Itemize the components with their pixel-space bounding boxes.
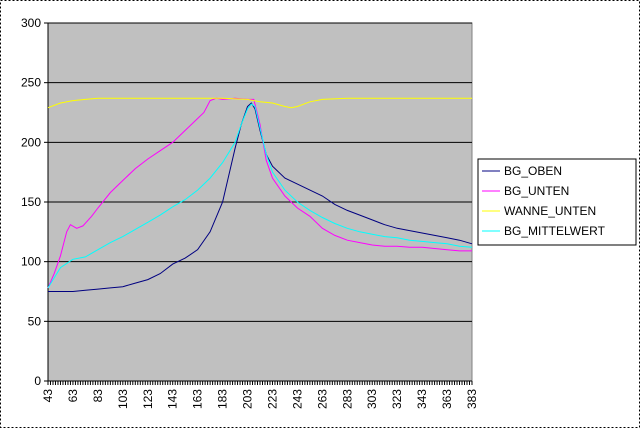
legend-label: BG_UNTEN xyxy=(504,184,569,198)
x-tick-label: 383 xyxy=(465,389,479,409)
legend-label: WANNE_UNTEN xyxy=(504,204,596,218)
x-tick-label: 323 xyxy=(390,389,404,409)
y-tick-label: 0 xyxy=(34,374,41,388)
x-tick-label: 343 xyxy=(415,389,429,409)
y-tick-label: 200 xyxy=(21,135,41,149)
x-tick-label: 283 xyxy=(340,389,354,409)
series-line-bg-oben xyxy=(48,102,473,292)
series-line-wanne-unten xyxy=(47,97,472,109)
x-tick-label: 123 xyxy=(141,389,155,409)
x-tick-label: 243 xyxy=(290,389,304,409)
x-tick-label: 103 xyxy=(116,389,130,409)
x-tick-label: 143 xyxy=(166,389,180,409)
y-tick-label: 300 xyxy=(21,16,41,30)
series-line-bg-unten xyxy=(47,97,472,289)
x-tick-label: 203 xyxy=(241,389,255,409)
x-tick-label: 363 xyxy=(440,389,454,409)
y-tick-label: 100 xyxy=(21,255,41,269)
y-tick-label: 150 xyxy=(21,195,41,209)
x-tick-label: 183 xyxy=(216,389,230,409)
legend-label: BG_OBEN xyxy=(504,164,562,178)
x-tick-label: 303 xyxy=(365,389,379,409)
x-tick-label: 263 xyxy=(315,389,329,409)
x-tick-label: 223 xyxy=(265,389,279,409)
legend xyxy=(477,158,637,246)
x-tick-label: 163 xyxy=(191,389,205,409)
x-tick-label: 43 xyxy=(41,389,55,403)
series-line-bg-mittelwert xyxy=(47,103,473,289)
y-tick-label: 50 xyxy=(28,314,42,328)
x-tick-label: 63 xyxy=(66,389,80,403)
y-tick-label: 250 xyxy=(21,76,41,90)
legend-label: BG_MITTELWERT xyxy=(504,224,606,238)
x-tick-label: 83 xyxy=(91,389,105,403)
